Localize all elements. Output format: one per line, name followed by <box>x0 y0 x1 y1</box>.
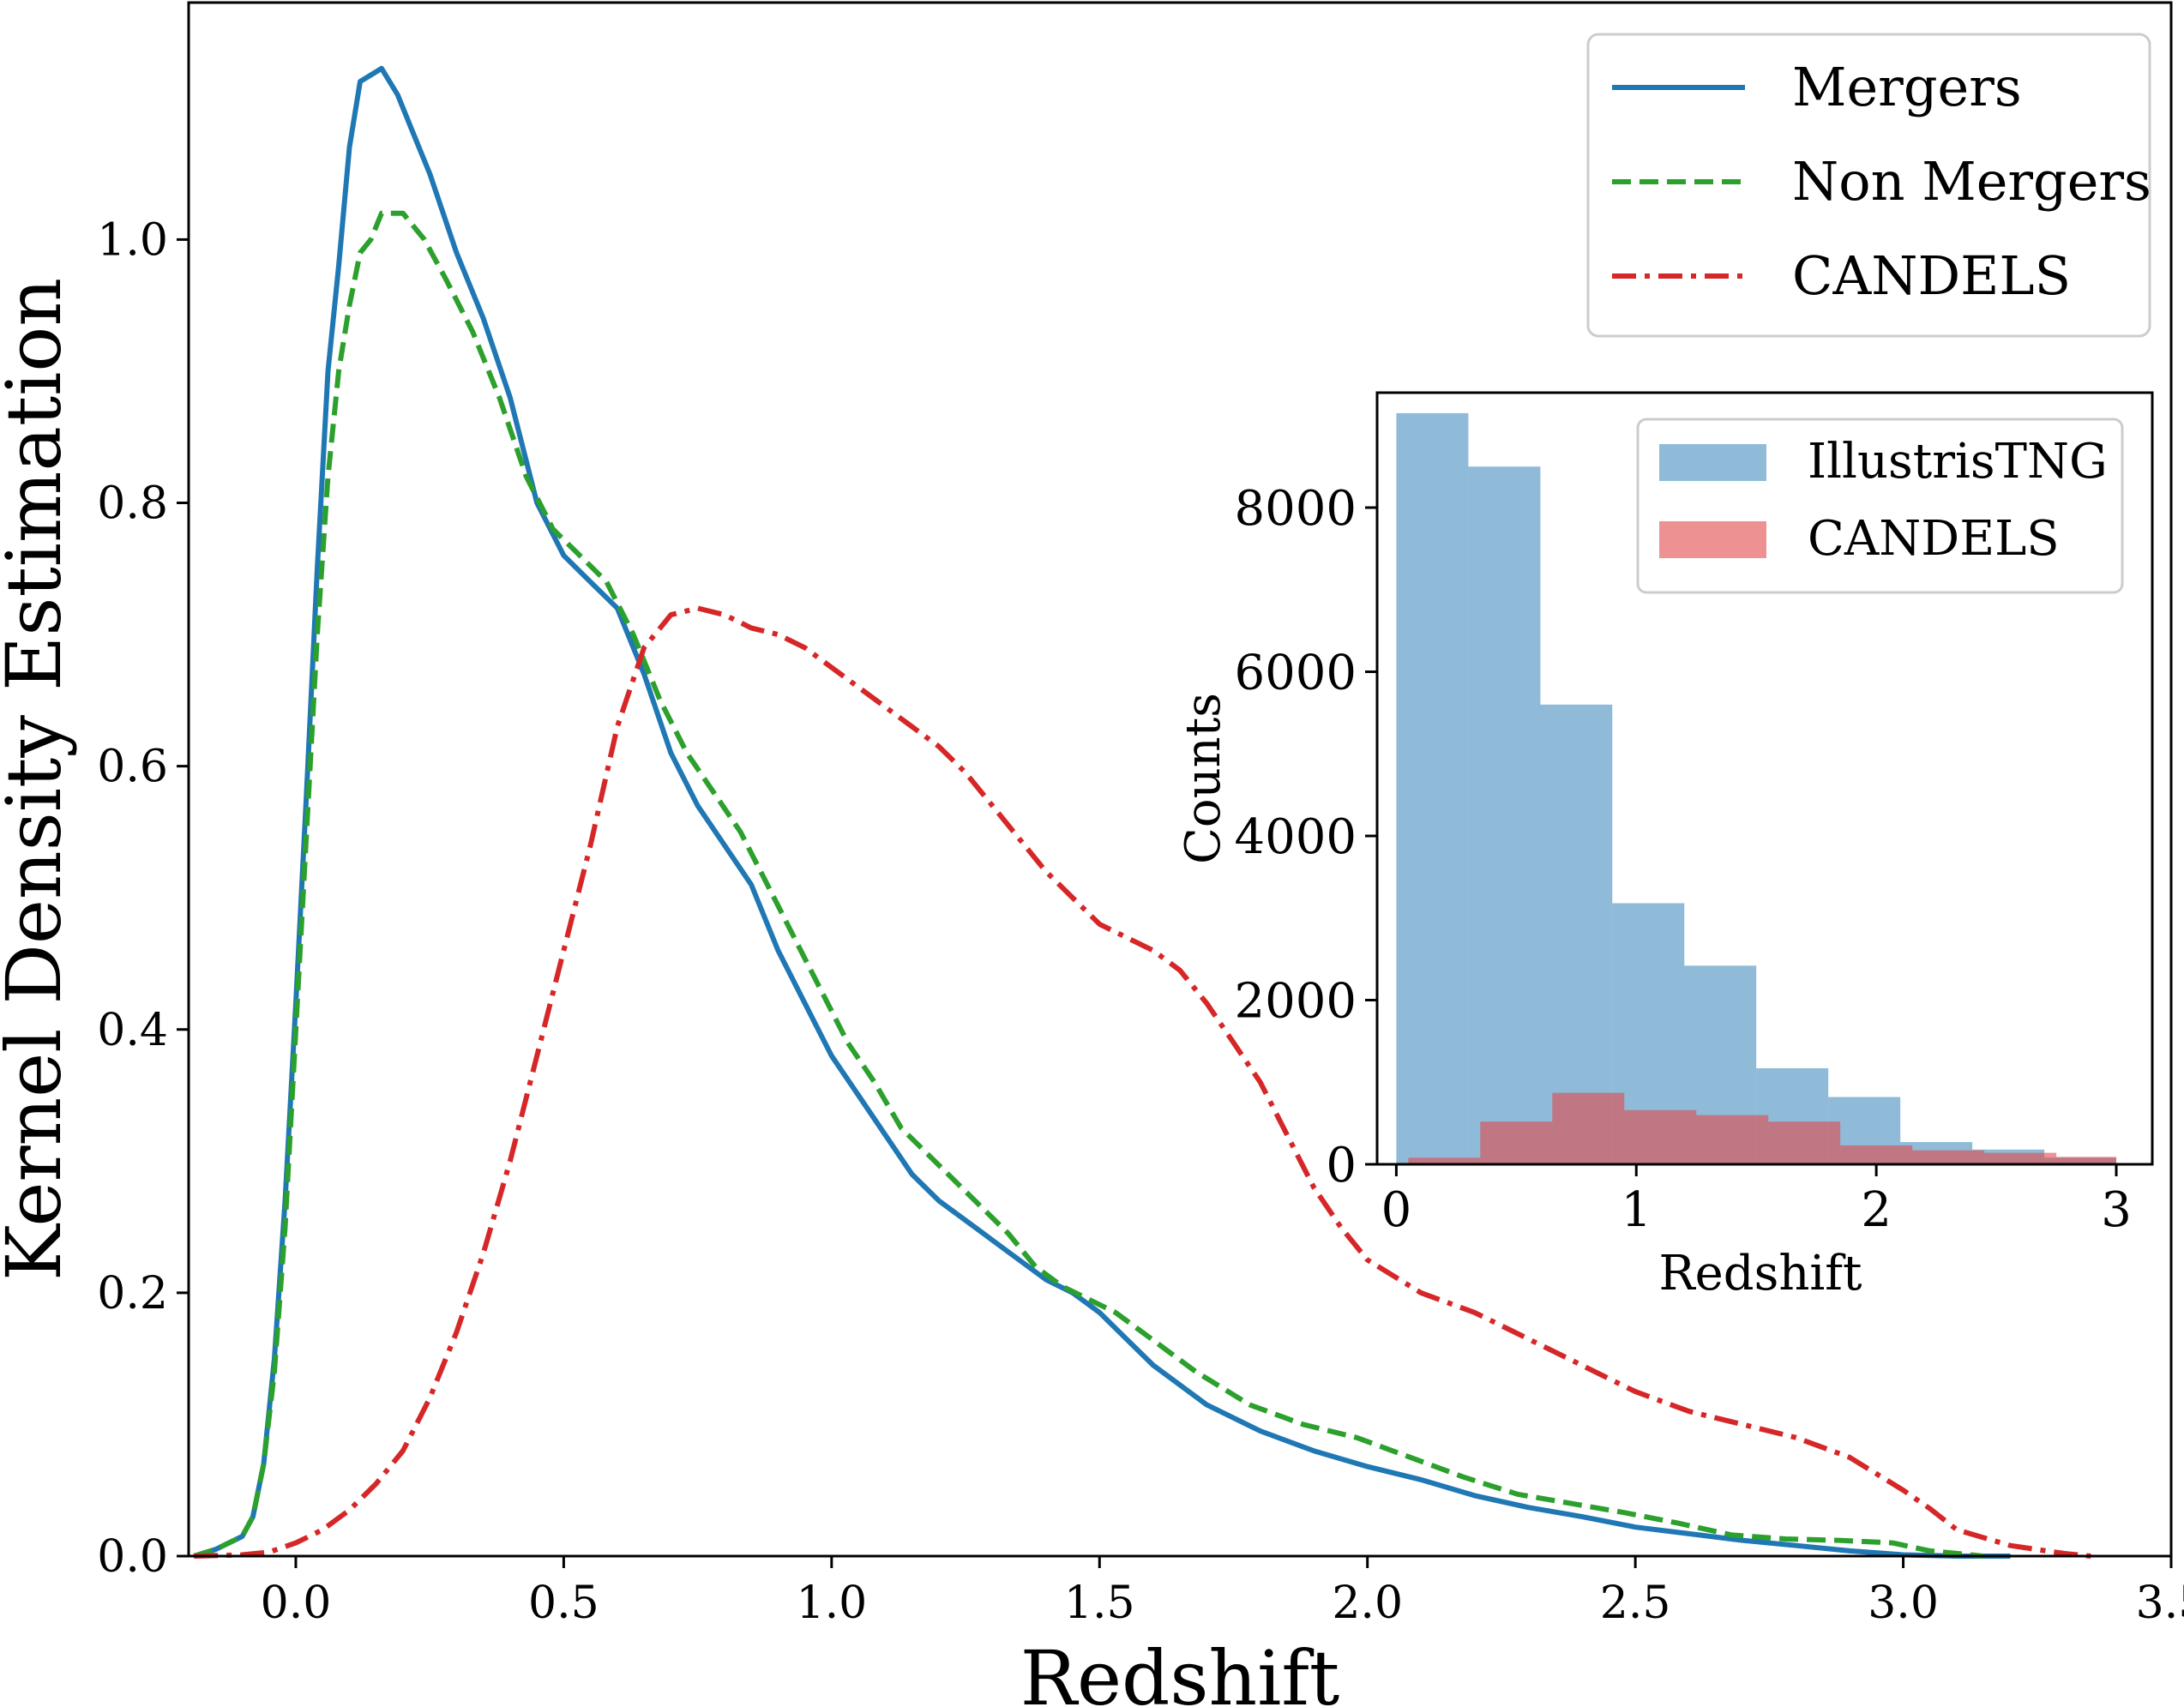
hist-bar-candels <box>1480 1121 1553 1164</box>
legend-candels-label: CANDELS <box>1792 244 2071 307</box>
inset-x-tick-label: 2 <box>1861 1182 1892 1238</box>
inset-y-tick-label: 0 <box>1326 1138 1357 1193</box>
main-legend-frame <box>1586 33 2151 338</box>
hist-bar-candels <box>1408 1157 1481 1164</box>
series-line-mergers <box>193 65 2011 1559</box>
legend-illustristng-swatch <box>1659 444 1766 481</box>
inset-chart: 0 1 2 3 0 2000 4000 6000 8000 Redshift Counts I… <box>1176 391 2154 1301</box>
legend-non-mergers-label: Non Mergers <box>1792 150 2151 213</box>
inset-bars <box>1396 412 2117 1164</box>
main-y-axis-label: Kernel Density Estimation <box>0 278 78 1281</box>
main-y-tick-label: 0.4 <box>97 1005 168 1056</box>
main-lines <box>193 65 2091 1559</box>
legend-inset-candels-label: CANDELS <box>1808 511 2060 567</box>
hist-bar-candels <box>1984 1152 2057 1164</box>
main-x-tick-label: 2.0 <box>1332 1578 1403 1629</box>
main-x-tick-label: 1.0 <box>796 1578 867 1629</box>
main-y-ticks: 0.0 0.2 0.4 0.6 0.8 1.0 <box>97 214 189 1583</box>
main-x-ticks: 0.0 0.5 1.0 1.5 2.0 2.5 3.0 3.5 <box>261 1556 2184 1629</box>
hist-bar-candels <box>1768 1121 1841 1164</box>
inset-y-ticks: 0 2000 4000 6000 8000 <box>1234 481 1377 1193</box>
main-y-tick-label: 0.0 <box>97 1531 168 1583</box>
main-x-tick-label: 0.5 <box>528 1578 599 1629</box>
hist-bar-candels <box>1912 1150 1985 1164</box>
series-line-candels <box>194 605 2091 1559</box>
main-plot-frame <box>187 1 2173 1558</box>
inset-x-tick-label: 0 <box>1381 1182 1412 1238</box>
inset-x-tick-label: 1 <box>1621 1182 1652 1238</box>
main-y-tick-label: 0.2 <box>97 1268 168 1319</box>
series-line-non-mergers <box>193 210 1984 1559</box>
main-x-tick-label: 0.0 <box>261 1578 332 1629</box>
main-x-tick-label: 2.5 <box>1600 1578 1671 1629</box>
legend-inset-candels-swatch <box>1659 521 1766 558</box>
inset-x-tick-label: 3 <box>2101 1182 2132 1238</box>
hist-bar-illustristng <box>1468 466 1541 1164</box>
inset-y-tick-label: 4000 <box>1234 809 1357 865</box>
inset-x-axis-label: Redshift <box>1658 1246 1862 1301</box>
hist-bar-candels <box>1696 1115 1769 1164</box>
hist-bar-candels <box>1552 1092 1625 1164</box>
main-y-tick-label: 1.0 <box>97 214 168 266</box>
hist-bar-illustristng <box>1396 412 1469 1164</box>
main-y-tick-label: 0.8 <box>97 478 168 530</box>
inset-y-tick-label: 2000 <box>1234 974 1357 1030</box>
main-x-tick-label: 3.5 <box>2136 1578 2184 1629</box>
legend-mergers-label: Mergers <box>1792 56 2022 118</box>
hist-bar-candels <box>2056 1157 2116 1164</box>
inset-plot-frame <box>1375 391 2154 1166</box>
inset-y-axis-label: Counts <box>1176 693 1231 864</box>
hist-bar-candels <box>1624 1109 1697 1164</box>
hist-bar-illustristng <box>1540 704 1613 1164</box>
inset-y-tick-label: 6000 <box>1234 646 1357 701</box>
main-x-tick-label: 1.5 <box>1064 1578 1135 1629</box>
inset-y-tick-label: 8000 <box>1234 481 1357 537</box>
inset-legend: IllustrisTNG CANDELS <box>1636 418 2124 594</box>
hist-bar-candels <box>1840 1145 1913 1164</box>
main-y-tick-label: 0.6 <box>97 742 168 793</box>
inset-x-ticks: 0 1 2 3 <box>1381 1164 2132 1238</box>
main-x-tick-label: 3.0 <box>1868 1578 1939 1629</box>
main-x-axis-label: Redshift <box>1020 1634 1340 1707</box>
legend-illustristng-label: IllustrisTNG <box>1808 434 2108 490</box>
main-legend: Mergers Non Mergers CANDELS <box>1586 33 2151 338</box>
